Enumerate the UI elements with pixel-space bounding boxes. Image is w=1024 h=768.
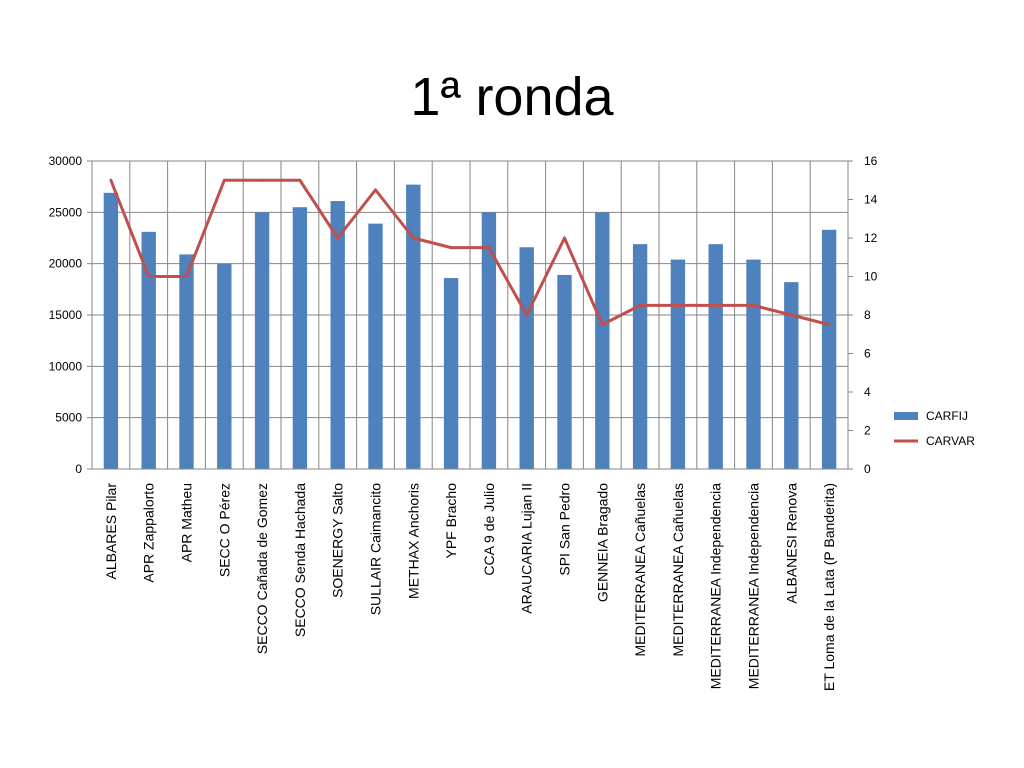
bar	[595, 212, 610, 470]
category-label: GENNEIA Bragado	[594, 483, 610, 602]
legend: CARFIJ CARVAR	[894, 409, 975, 448]
line-point	[222, 178, 226, 182]
category-label: YPF Bracho	[443, 483, 459, 559]
bar	[784, 282, 799, 469]
line-point	[185, 275, 188, 278]
bar	[217, 263, 232, 469]
y-left-tick-label: 30000	[49, 154, 83, 168]
category-label: SECC O Pérez	[216, 483, 232, 577]
bar	[519, 247, 534, 469]
category-label: SECCO Senda Hachada	[292, 483, 308, 637]
line-point	[298, 178, 302, 182]
y-left-tick-label: 25000	[49, 205, 83, 219]
category-label: ALBANESI Renova	[783, 483, 799, 604]
category-label: SPI San Pedro	[557, 483, 573, 576]
line-series-carvar	[109, 178, 831, 327]
bar	[254, 212, 270, 470]
y-right-tick-label: 14	[864, 193, 878, 207]
bar	[103, 192, 119, 469]
bar	[330, 201, 345, 470]
line-point	[374, 188, 377, 192]
y-left-tick-label: 10000	[49, 359, 83, 373]
y-right-tick-label: 0	[864, 462, 871, 476]
y-left-tick-label: 0	[75, 462, 82, 476]
legend-label-carvar: CARVAR	[926, 434, 975, 448]
axes: 0 5000 10000 15000 20000 25000 30000 0 2 4 6 8 10 12 1…	[49, 154, 878, 691]
line-point	[827, 323, 831, 327]
bar	[708, 244, 723, 469]
category-label: MEDITERRANEA Independencia	[708, 483, 724, 689]
line-point	[638, 303, 642, 307]
line-point	[411, 236, 415, 240]
bar	[141, 231, 156, 469]
bar	[406, 184, 421, 469]
bar	[292, 207, 308, 469]
y-right-tick-label: 10	[864, 270, 878, 284]
legend-label-carfij: CARFIJ	[926, 409, 968, 423]
category-label: CCA 9 de Julio	[481, 483, 497, 576]
bar	[443, 278, 459, 469]
bar	[179, 254, 194, 469]
category-label: ALBARES Pilar	[103, 483, 119, 580]
line-point	[336, 236, 340, 240]
line-point	[789, 313, 793, 317]
y-right-tick-label: 8	[864, 308, 871, 322]
y-left-tick-label: 5000	[55, 411, 82, 425]
category-label: MEDITERRANEA Independencia	[746, 483, 762, 689]
series-line	[109, 178, 830, 327]
legend-swatch-carfij	[894, 412, 918, 420]
bar	[670, 259, 686, 469]
line-point	[563, 236, 566, 240]
line-point	[147, 275, 151, 278]
y-right-tick-label: 16	[864, 154, 878, 168]
bar	[368, 223, 383, 469]
line-point	[600, 323, 604, 327]
line-point	[260, 178, 264, 182]
bar	[821, 229, 837, 469]
y-right-tick-label: 6	[864, 347, 871, 361]
category-label: ET Loma de la Lata (P Banderita)	[821, 483, 837, 691]
line-point	[525, 313, 529, 317]
bar	[557, 274, 572, 469]
line-point	[487, 246, 491, 250]
chart-title: 1ª ronda	[410, 67, 614, 127]
y-right-tick-label: 4	[864, 385, 871, 399]
category-label: MEDITERRANEA Cañuelas	[670, 483, 686, 657]
bar	[746, 259, 761, 469]
y-left-tick-label: 20000	[49, 257, 83, 271]
y-left-tick-label: 15000	[49, 308, 83, 322]
line-point	[714, 303, 718, 307]
line-point	[676, 303, 680, 307]
line-point	[752, 303, 755, 307]
category-label: METHAX Anchoris	[405, 483, 421, 599]
bar	[481, 212, 497, 470]
category-label: MEDITERRANEA Cañuelas	[632, 483, 648, 657]
category-label: SOENERGY Salto	[330, 483, 346, 598]
category-label: SULLAIR Caimancito	[368, 483, 384, 615]
y-right-tick-label: 2	[864, 424, 871, 438]
bar	[632, 244, 648, 469]
category-label: APR Matheu	[179, 483, 195, 562]
category-label: SECCO Cañada de Gomez	[254, 483, 270, 654]
line-point	[449, 246, 453, 250]
y-right-tick-label: 12	[864, 231, 878, 245]
bar-series-carfij	[103, 184, 837, 470]
gridlines	[91, 160, 849, 470]
category-label: ARAUCARIA Lujan II	[519, 483, 535, 614]
line-point	[109, 178, 113, 182]
category-label: APR Zappalorto	[141, 483, 157, 583]
